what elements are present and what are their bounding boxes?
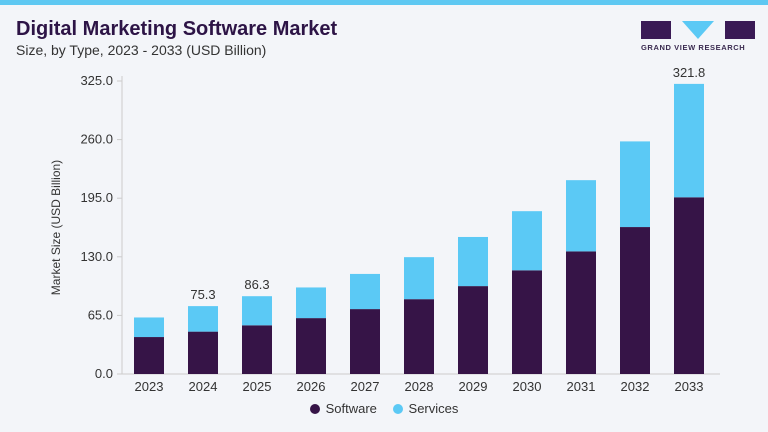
bar-services-2026 <box>296 287 326 319</box>
data-label: 321.8 <box>673 65 706 80</box>
y-tick-label: 65.0 <box>88 307 113 322</box>
x-tick-label: 2031 <box>567 379 596 394</box>
chart-subtitle: Size, by Type, 2023 - 2033 (USD Billion) <box>16 42 267 58</box>
x-tick-label: 2032 <box>621 379 650 394</box>
x-tick-label: 2023 <box>135 379 164 394</box>
x-tick-label: 2026 <box>297 379 326 394</box>
legend-item-services: Services <box>392 401 459 416</box>
x-tick-label: 2029 <box>459 379 488 394</box>
bar-services-2028 <box>404 257 434 300</box>
x-tick-label: 2025 <box>243 379 272 394</box>
legend: Software Services <box>0 401 768 417</box>
bar-services-2023 <box>134 317 164 338</box>
bar-services-2024 <box>188 306 218 332</box>
bar-services-2032 <box>620 141 650 228</box>
software-swatch <box>309 403 320 414</box>
y-tick-label: 195.0 <box>80 190 113 205</box>
x-tick-label: 2033 <box>675 379 704 394</box>
y-tick-label: 260.0 <box>80 132 113 147</box>
x-tick-label: 2028 <box>405 379 434 394</box>
y-axis-title: Market Size (USD Billion) <box>49 160 63 295</box>
bar-software-2024 <box>188 331 218 374</box>
y-tick-label: 325.0 <box>80 73 113 88</box>
legend-label: Services <box>408 401 459 416</box>
bar-software-2029 <box>458 286 488 374</box>
grand-view-research-logo <box>641 21 755 39</box>
data-label: 75.3 <box>190 287 215 302</box>
bar-software-2030 <box>512 270 542 374</box>
bar-software-2026 <box>296 318 326 374</box>
bar-software-2031 <box>566 251 596 374</box>
y-tick-label: 0.0 <box>95 366 113 381</box>
bar-software-2027 <box>350 309 380 374</box>
logo-text: GRAND VIEW RESEARCH <box>641 43 746 52</box>
x-tick-label: 2030 <box>513 379 542 394</box>
y-tick-label: 130.0 <box>80 249 113 264</box>
bar-services-2030 <box>512 211 542 271</box>
bar-software-2033 <box>674 197 704 374</box>
legend-label: Software <box>325 401 377 416</box>
bar-services-2031 <box>566 180 596 252</box>
bar-services-2025 <box>242 296 272 326</box>
top-accent-bar <box>0 0 768 5</box>
bar-software-2032 <box>620 227 650 374</box>
x-tick-label: 2024 <box>189 379 218 394</box>
chart-title: Digital Marketing Software Market <box>16 18 338 40</box>
services-swatch <box>392 403 403 414</box>
legend-item-software: Software <box>309 401 377 416</box>
bar-services-2027 <box>350 273 380 310</box>
bar-software-2023 <box>134 337 164 374</box>
x-tick-label: 2027 <box>351 379 380 394</box>
data-label: 86.3 <box>244 277 269 292</box>
bar-software-2028 <box>404 299 434 374</box>
bar-services-2033 <box>674 83 704 198</box>
bar-services-2029 <box>458 236 488 287</box>
bar-software-2025 <box>242 325 272 374</box>
